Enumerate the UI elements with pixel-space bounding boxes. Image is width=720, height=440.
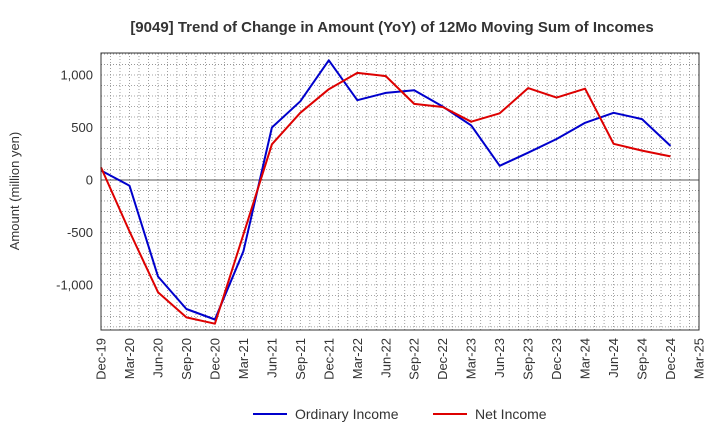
legend-label-ordinary-income: Ordinary Income	[295, 406, 399, 422]
x-tick-label: Sep-22	[407, 338, 422, 380]
series-layer	[100, 59, 672, 325]
x-tick-label: Sep-20	[179, 338, 194, 380]
y-tick-label: 1,000	[60, 68, 93, 83]
x-tick-label: Sep-21	[293, 338, 308, 380]
x-tick-label: Mar-24	[578, 338, 593, 379]
series-line-ordinary-income	[100, 59, 672, 321]
x-tick-label: Sep-24	[635, 338, 650, 380]
x-tick-label: Dec-21	[321, 338, 336, 380]
legend: Ordinary Income Net Income	[253, 406, 547, 422]
y-tick-label: 0	[86, 172, 93, 187]
x-tick-label: Mar-21	[236, 338, 251, 379]
x-tick-label: Dec-20	[207, 338, 222, 380]
y-tick-label: -500	[67, 225, 93, 240]
x-tick-label: Mar-23	[464, 338, 479, 379]
x-tick-label: Dec-23	[549, 338, 564, 380]
grid-layer	[101, 53, 699, 330]
y-tick-label: 500	[71, 120, 93, 135]
x-tick-label: Dec-22	[435, 338, 450, 380]
x-tick-label: Dec-24	[663, 338, 678, 380]
x-axis-ticks: Dec-19 Mar-20 Jun-20 Sep-20 Dec-20 Mar-21 Jun-…	[94, 338, 707, 380]
x-tick-label: Mar-25	[692, 338, 707, 379]
y-axis-label: Amount (million yen)	[7, 132, 22, 251]
y-axis-ticks: 1,000 500 0 -500 -1,000	[56, 68, 93, 293]
x-tick-label: Jun-21	[264, 338, 279, 378]
x-tick-label: Jun-23	[492, 338, 507, 378]
x-tick-label: Jun-22	[378, 338, 393, 378]
plot-area	[101, 53, 699, 330]
chart-title: [9049] Trend of Change in Amount (YoY) o…	[130, 19, 653, 36]
y-tick-label: -1,000	[56, 277, 93, 292]
x-tick-label: Mar-20	[122, 338, 137, 379]
x-tick-label: Jun-24	[606, 338, 621, 378]
legend-label-net-income: Net Income	[475, 406, 547, 422]
x-tick-label: Dec-19	[94, 338, 109, 380]
x-tick-label: Jun-20	[150, 338, 165, 378]
x-tick-label: Sep-23	[521, 338, 536, 380]
x-tick-label: Mar-22	[350, 338, 365, 379]
series-line-net-income	[100, 71, 671, 325]
plot-frame	[100, 52, 700, 331]
